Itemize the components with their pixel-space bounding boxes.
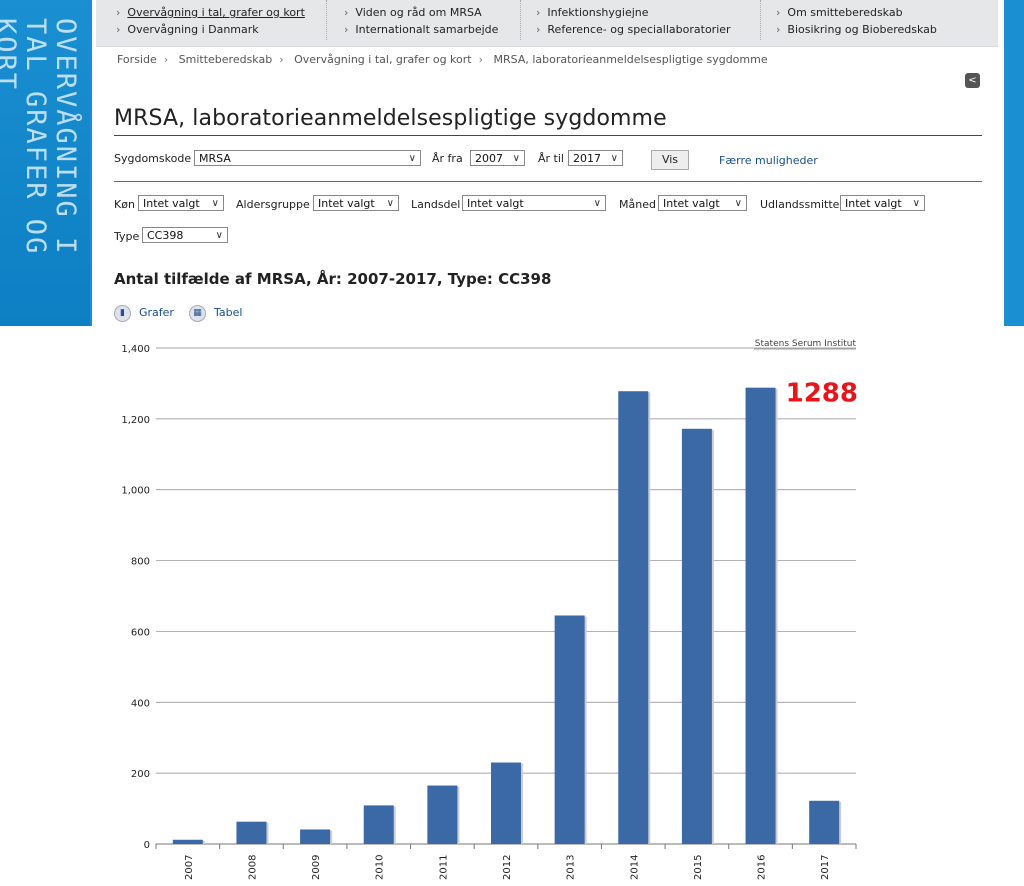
- aar-fra-select[interactable]: 2007 ∨: [470, 150, 525, 166]
- source-credit: Statens Serum Institut: [755, 339, 857, 349]
- page-title: MRSA, laboratorieanmeldelsespligtige syg…: [114, 106, 667, 131]
- nav-item[interactable]: › Overvågning i tal, grafer og kort: [116, 6, 305, 19]
- y-tick-label: 200: [131, 769, 150, 780]
- bar: [554, 615, 585, 844]
- x-tick-label: 2009: [311, 855, 322, 880]
- x-tick-label: 2012: [502, 855, 513, 880]
- udlandssmitte-select[interactable]: Intet valgt ∨: [840, 195, 925, 211]
- breadcrumb-item[interactable]: Forside: [117, 53, 157, 66]
- bar: [681, 428, 712, 844]
- udlandssmitte-label: Udlandssmitte: [760, 198, 840, 211]
- nav-item[interactable]: › Om smitteberedskab: [776, 6, 903, 19]
- section-side-title: OVERVÅGNING I TAL GRAFER OG KORT: [0, 18, 81, 256]
- nav-column-3: › Infektionshygiejne › Reference- og speci…: [536, 4, 731, 38]
- y-tick-label: 600: [131, 627, 150, 638]
- bar-chart-icon[interactable]: ▮: [114, 305, 131, 322]
- aldersgruppe-select[interactable]: Intet valgt ∨: [313, 195, 399, 211]
- chevron-down-icon: ∨: [734, 198, 742, 209]
- bar: [172, 839, 203, 844]
- y-tick-label: 1,000: [121, 486, 150, 497]
- koen-label: Køn: [114, 198, 135, 211]
- x-tick-label: 2011: [438, 855, 449, 880]
- y-tick-label: 1,200: [121, 415, 150, 426]
- table-icon[interactable]: ▦: [189, 305, 206, 322]
- chevron-down-icon: ∨: [912, 198, 920, 209]
- landsdel-label: Landsdel: [411, 198, 461, 211]
- aldersgruppe-label: Aldersgruppe: [236, 198, 310, 211]
- nav-item[interactable]: › Overvågning i Danmark: [116, 23, 259, 36]
- nav-item[interactable]: › Viden og råd om MRSA: [344, 6, 482, 19]
- bar: [618, 391, 649, 844]
- filter-rule: [114, 181, 982, 182]
- share-icon[interactable]: <: [965, 73, 980, 88]
- bar: [236, 821, 267, 844]
- tab-grafer[interactable]: Grafer: [139, 306, 174, 319]
- bar: [363, 805, 394, 844]
- breadcrumb-item: MRSA, laboratorieanmeldelsespligtige syg…: [493, 53, 768, 66]
- chevron-down-icon: ∨: [610, 153, 618, 164]
- chevron-down-icon: ∨: [386, 198, 394, 209]
- x-tick-label: 2015: [693, 855, 704, 880]
- x-tick-label: 2010: [375, 855, 386, 880]
- bar: [809, 800, 840, 844]
- x-tick-label: 2008: [247, 855, 258, 880]
- breadcrumb-item[interactable]: Overvågning i tal, grafer og kort: [294, 53, 472, 66]
- nav-column-4: › Om smitteberedskab › Biosikring og Biobe…: [776, 4, 937, 38]
- y-tick-label: 800: [131, 557, 150, 568]
- landsdel-select[interactable]: Intet valgt ∨: [462, 195, 606, 211]
- chevron-down-icon: ∨: [512, 153, 520, 164]
- type-select[interactable]: CC398 ∨: [142, 227, 228, 243]
- breadcrumb: Forside › Smitteberedskab › Overvågning i …: [117, 53, 768, 66]
- faerre-muligheder-link[interactable]: Færre muligheder: [719, 154, 818, 167]
- nav-column-1: › Overvågning i tal, grafer og kort › Over…: [116, 4, 305, 38]
- y-tick-label: 1,400: [121, 344, 150, 355]
- breadcrumb-item[interactable]: Smitteberedskab: [178, 53, 273, 66]
- top-navigation: › Overvågning i tal, grafer og kort › Over…: [96, 0, 998, 47]
- maaned-label: Måned: [619, 198, 656, 211]
- tab-tabel[interactable]: Tabel: [214, 306, 243, 319]
- x-tick-label: 2016: [757, 855, 768, 880]
- aar-til-select[interactable]: 2017 ∨: [568, 150, 623, 166]
- nav-item[interactable]: › Internationalt samarbejde: [344, 23, 499, 36]
- chevron-down-icon: ∨: [593, 198, 601, 209]
- bar-chart: 0 200 400 600 800 1,000 1,200 1,400 2007 2008 2009…: [121, 339, 858, 880]
- maaned-select[interactable]: Intet valgt ∨: [658, 195, 747, 211]
- chart-heading: Antal tilfælde af MRSA, År: 2007-2017, T…: [114, 270, 552, 288]
- chevron-down-icon: ∨: [408, 153, 416, 164]
- aar-fra-label: År fra: [432, 152, 463, 165]
- bar: [745, 387, 776, 844]
- bar: [427, 785, 458, 844]
- vis-button[interactable]: Vis: [651, 150, 689, 170]
- nav-item[interactable]: › Infektionshygiejne: [536, 6, 649, 19]
- bar: [491, 762, 521, 844]
- y-tick-label: 400: [131, 698, 150, 709]
- chevron-down-icon: ∨: [211, 198, 219, 209]
- x-tick-label: 2007: [184, 855, 195, 880]
- nav-column-2: › Viden og råd om MRSA › Internationalt sa…: [344, 4, 498, 38]
- value-annotation: 1288: [786, 379, 858, 409]
- chevron-down-icon: ∨: [215, 230, 223, 241]
- x-tick-label: 2013: [566, 855, 577, 880]
- koen-select[interactable]: Intet valgt ∨: [138, 195, 224, 211]
- x-tick-label: 2017: [820, 855, 831, 880]
- nav-item[interactable]: › Reference- og speciallaboratorier: [536, 23, 731, 36]
- bar: [300, 829, 331, 844]
- title-rule: [114, 135, 982, 136]
- type-label: Type: [114, 230, 140, 243]
- aar-til-label: År til: [538, 152, 564, 165]
- x-tick-label: 2014: [629, 855, 640, 880]
- sygdomskode-select[interactable]: MRSA ∨: [194, 150, 421, 166]
- y-tick-label: 0: [144, 840, 150, 851]
- nav-item[interactable]: › Biosikring og Bioberedskab: [776, 23, 937, 36]
- page-content: › Overvågning i tal, grafer og kort › Over…: [92, 0, 1004, 886]
- sygdomskode-label: Sygdomskode: [114, 152, 192, 165]
